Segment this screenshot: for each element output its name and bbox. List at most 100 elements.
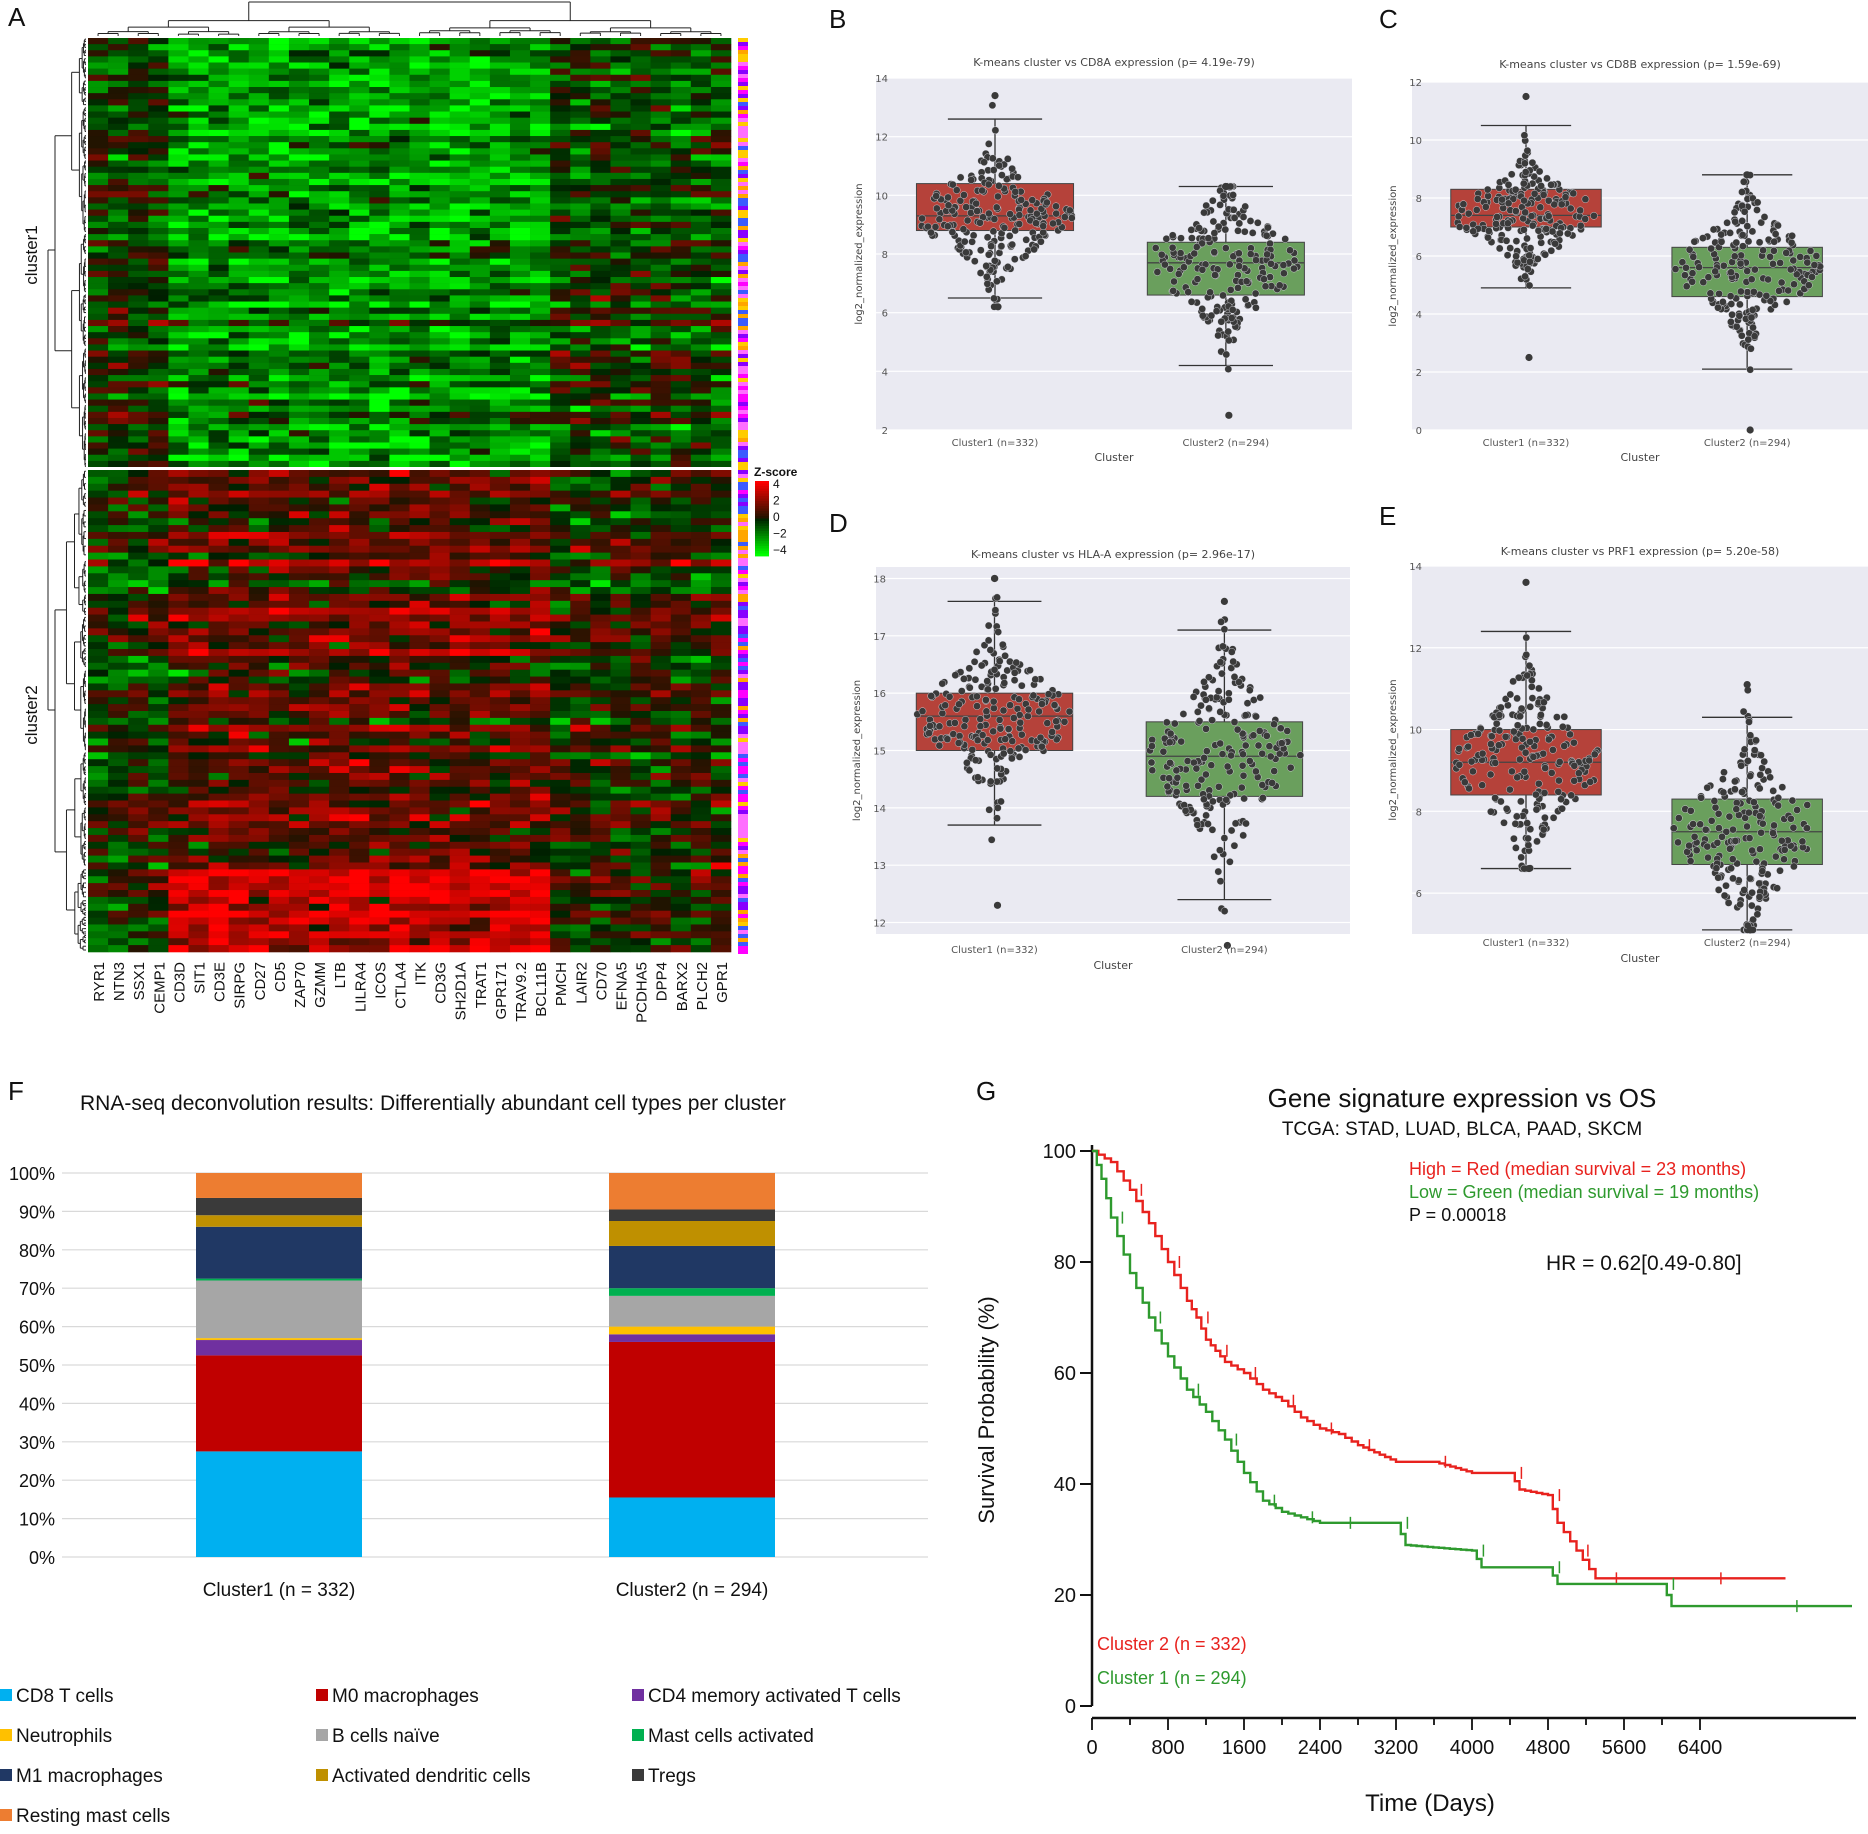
- heatmap-cell: [168, 332, 189, 339]
- heatmap-cell: [690, 476, 712, 485]
- heatmap-cell: [128, 807, 149, 815]
- annotation-bar-cell: [738, 222, 748, 226]
- heatmap-cell: [208, 277, 229, 284]
- annotation-bar-cell: [738, 658, 748, 662]
- heatmap-cell: [288, 399, 310, 407]
- heatmap-cell: [88, 711, 109, 719]
- heatmap-cell: [670, 38, 692, 45]
- heatmap-cell: [309, 295, 330, 302]
- heatmap-cell: [88, 129, 109, 137]
- heatmap-cell: [108, 74, 129, 82]
- heatmap-cell: [530, 142, 551, 149]
- heatmap-cell: [469, 649, 491, 657]
- heatmap-cell: [590, 890, 611, 898]
- heatmap-cell: [610, 593, 631, 602]
- heatmap-cell: [489, 368, 511, 376]
- heatmap-cell: [268, 62, 290, 69]
- heatmap-cell: [128, 580, 149, 588]
- heatmap-cell: [349, 525, 370, 533]
- heatmap-cell: [409, 411, 430, 419]
- heatmap-cell: [268, 38, 290, 45]
- heatmap-cell: [590, 332, 611, 339]
- heatmap-cell: [148, 148, 169, 155]
- annotation-bar-cell: [738, 746, 748, 750]
- heatmap-cell: [489, 511, 511, 519]
- heatmap-cell: [670, 676, 692, 684]
- heatmap-cell: [590, 614, 611, 622]
- heatmap-cell: [630, 105, 651, 112]
- heatmap-cell: [389, 814, 410, 822]
- heatmap-cell: [309, 772, 330, 781]
- heatmap-cell: [710, 460, 732, 468]
- heatmap-cell: [329, 270, 350, 278]
- heatmap-cell: [690, 945, 712, 953]
- heatmap-cell: [268, 375, 290, 382]
- heatmap-cell: [309, 362, 330, 370]
- heatmap-cell: [509, 393, 531, 400]
- annotation-bar-cell: [738, 450, 748, 454]
- heatmap-cell: [188, 752, 209, 760]
- heatmap-cell: [509, 662, 531, 670]
- heatmap-cell: [429, 375, 450, 382]
- heatmap-cell: [449, 821, 471, 829]
- heatmap-cell: [288, 44, 310, 51]
- heatmap-cell: [409, 56, 430, 63]
- heatmap-cell: [469, 209, 491, 217]
- heatmap-cell: [570, 442, 591, 449]
- heatmap-cell: [630, 628, 651, 636]
- heatmap-cell: [88, 504, 109, 512]
- heatmap-cell: [530, 890, 551, 898]
- heatmap-cell: [268, 600, 290, 609]
- heatmap-cell: [429, 111, 450, 118]
- heatmap-cell: [590, 289, 611, 296]
- heatmap-cell: [610, 731, 631, 739]
- heatmap-cell: [590, 903, 611, 911]
- heatmap-cell: [530, 227, 551, 235]
- heatmap-cell: [429, 676, 450, 684]
- heatmap-cell: [228, 362, 250, 370]
- heatmap-cell: [429, 44, 450, 51]
- heatmap-cell: [650, 148, 672, 155]
- heatmap-cell: [570, 759, 591, 767]
- heatmap-cell: [309, 87, 330, 94]
- heatmap-cell: [489, 172, 511, 180]
- heatmap-cell: [349, 252, 370, 259]
- heatmap-cell: [570, 511, 591, 519]
- heatmap-cell: [188, 717, 209, 726]
- heatmap-cell: [710, 483, 732, 491]
- heatmap-cell: [670, 566, 692, 574]
- heatmap-cell: [690, 160, 712, 167]
- heatmap-cell: [188, 772, 209, 781]
- heatmap-cell: [630, 56, 651, 63]
- heatmap-cell: [449, 50, 471, 57]
- heatmap-cell: [449, 160, 471, 167]
- heatmap-cell: [248, 381, 270, 388]
- heatmap-cell: [228, 227, 250, 235]
- heatmap-cell: [248, 917, 270, 925]
- heatmap-cell: [389, 470, 410, 478]
- heatmap-cell: [650, 772, 672, 781]
- heatmap-cell: [489, 307, 511, 315]
- heatmap-cell: [509, 814, 531, 822]
- heatmap-cell: [550, 99, 571, 106]
- heatmap-cell: [329, 786, 350, 794]
- heatmap-cell: [228, 800, 250, 808]
- annotation-bar-cell: [738, 454, 748, 458]
- heatmap-cell: [429, 436, 450, 443]
- heatmap-cell: [630, 270, 651, 278]
- heatmap-cell: [530, 669, 551, 677]
- heatmap-cell: [88, 203, 109, 210]
- heatmap-cell: [409, 910, 430, 918]
- heatmap-cell: [228, 270, 250, 278]
- annotation-bar-cell: [738, 398, 748, 402]
- heatmap-cell: [489, 191, 511, 198]
- heatmap-cell: [670, 387, 692, 394]
- heatmap-cell: [409, 289, 430, 296]
- heatmap-cell: [369, 945, 390, 953]
- heatmap-cell: [309, 301, 330, 308]
- heatmap-cell: [128, 848, 149, 856]
- heatmap-cell: [670, 166, 692, 174]
- heatmap-cell: [530, 289, 551, 296]
- heatmap-cell: [369, 504, 390, 512]
- heatmap-cell: [409, 738, 430, 746]
